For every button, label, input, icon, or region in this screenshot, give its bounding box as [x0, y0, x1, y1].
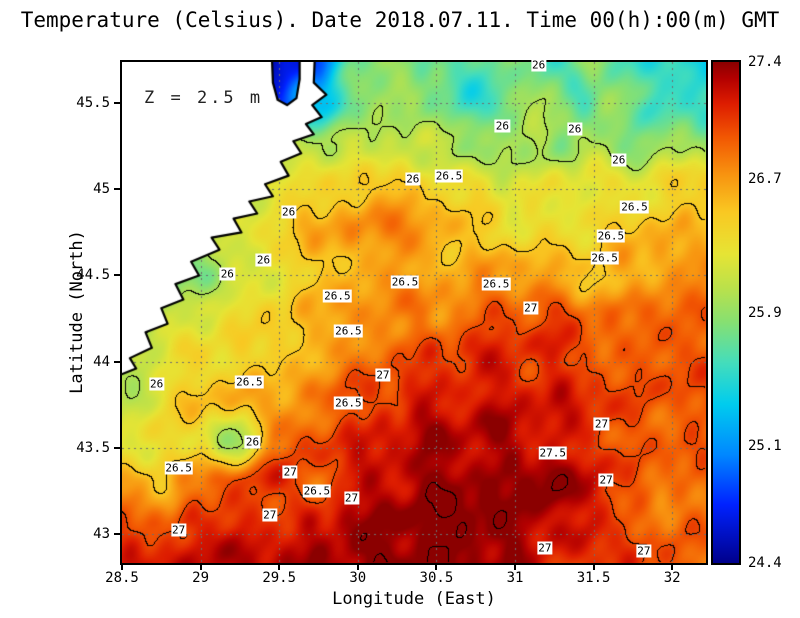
x-tick-mark	[592, 565, 595, 570]
contour-label: 27	[636, 544, 652, 558]
contour-label: 26.5	[302, 484, 332, 498]
contour-label: 26	[244, 435, 261, 449]
contour-label: 26.5	[235, 375, 264, 389]
temperature-field-canvas	[122, 62, 706, 563]
x-tick-mark	[356, 565, 359, 570]
contour-label: 27	[593, 417, 610, 431]
x-tick-label: 31	[506, 570, 524, 586]
x-tick-mark	[671, 565, 674, 570]
contour-label: 27	[262, 508, 278, 522]
x-axis-label: Longitude (East)	[332, 589, 496, 609]
contour-label: 26.5	[481, 277, 511, 291]
y-tick-mark	[114, 532, 120, 535]
x-tick-label: 28.5	[105, 570, 139, 586]
contour-label: 27	[170, 523, 187, 537]
y-tick-mark	[114, 102, 120, 105]
x-tick-mark	[514, 565, 516, 570]
x-tick-mark	[278, 565, 281, 570]
contour-label: 26.5	[334, 396, 363, 410]
contour-label: 26.5	[590, 251, 619, 265]
contour-label: 27	[523, 301, 539, 315]
y-tick-label: 45	[93, 181, 110, 198]
x-tick-mark	[435, 565, 438, 570]
chart-title: Temperature (Celsius). Date 2018.07.11. …	[20, 8, 780, 32]
contour-label: 26	[530, 58, 547, 72]
contour-label: 26	[219, 267, 235, 281]
y-tick-mark	[114, 274, 120, 277]
contour-label: 27	[598, 473, 614, 487]
colorbar	[711, 60, 741, 565]
contour-label: 27	[282, 465, 298, 479]
contour-label: 27	[375, 368, 391, 382]
x-tick-label: 32	[663, 570, 681, 586]
y-tick-label: 45.5	[76, 95, 110, 112]
x-tick-label: 31.5	[576, 570, 611, 586]
colorbar-tick-label: 25.9	[748, 304, 782, 321]
contour-label: 26.5	[334, 324, 363, 338]
contour-label: 27	[343, 491, 360, 505]
x-tick-label: 30.5	[419, 570, 454, 586]
contour-label: 26	[405, 172, 421, 186]
x-tick-mark	[199, 565, 202, 570]
contour-label: 27	[537, 541, 553, 554]
contour-label: 26.5	[434, 169, 464, 183]
y-tick-mark	[114, 446, 120, 449]
contour-label: 27.5	[538, 446, 567, 460]
x-tick-label: 30	[349, 570, 367, 586]
colorbar-tick-label: 26.7	[748, 170, 782, 187]
contour-label: 26.5	[596, 229, 626, 243]
colorbar-tick-label: 24.4	[748, 555, 782, 571]
contour-label: 26	[567, 122, 583, 136]
x-tick-label: 29	[192, 570, 210, 586]
colorbar-tick-label: 27.4	[748, 54, 782, 70]
y-tick-label: 44	[93, 353, 110, 370]
contour-label: 26	[148, 377, 165, 391]
y-tick-mark	[114, 188, 120, 191]
contour-label: 26	[494, 119, 511, 133]
contour-label: 26.5	[390, 275, 420, 289]
y-tick-label: 43	[93, 525, 110, 542]
y-tick-label: 43.5	[76, 439, 110, 456]
y-tick-label: 44.5	[76, 267, 110, 284]
contour-label: 26	[611, 153, 627, 167]
contour-label: 26	[255, 253, 272, 267]
y-tick-mark	[114, 360, 120, 363]
contour-label: 26.5	[620, 200, 649, 214]
colorbar-tick-label: 25.1	[748, 438, 782, 455]
plot-area: Z = 2.5 m 26 26 26 26 26 26.5 26.5 26 26.5 26.5 26…	[120, 58, 708, 565]
contour-label: 26	[281, 205, 297, 219]
contour-label: 26.5	[164, 461, 193, 475]
x-tick-label: 29.5	[262, 570, 297, 586]
contour-label: 26.5	[323, 289, 352, 303]
x-tick-mark	[121, 565, 123, 570]
depth-annotation: Z = 2.5 m	[144, 88, 264, 108]
